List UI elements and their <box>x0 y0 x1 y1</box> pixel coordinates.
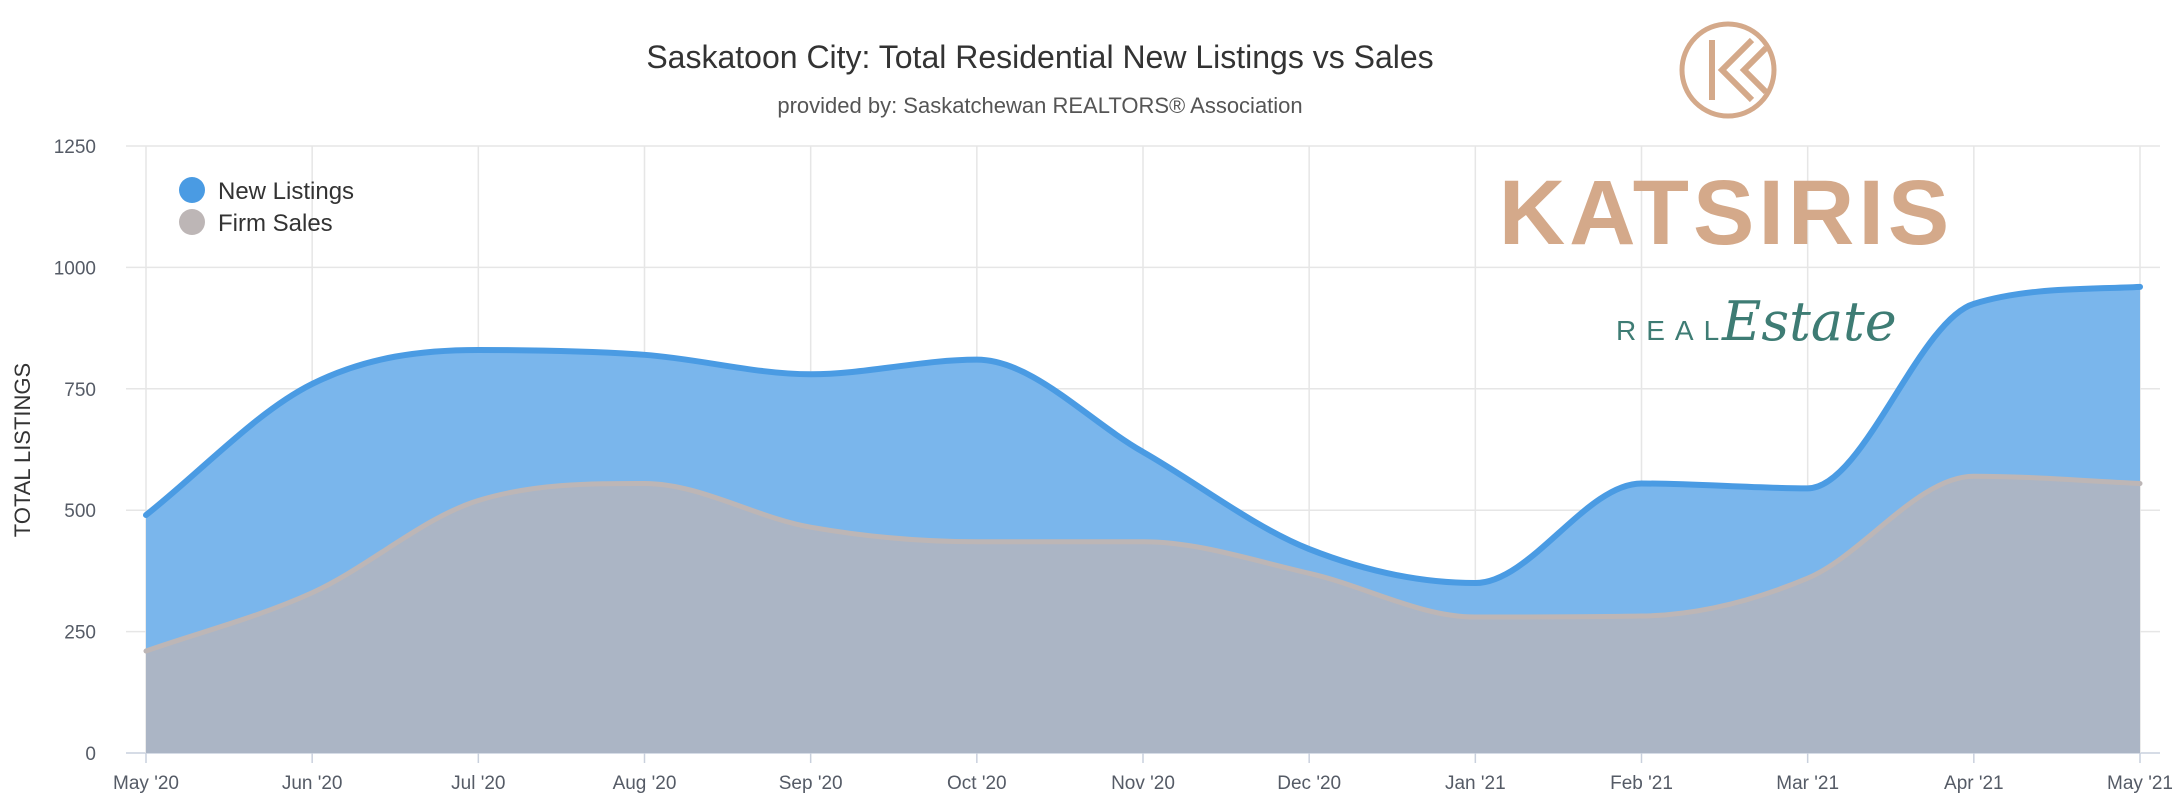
series-line-new-listings <box>143 283 2143 587</box>
y-tick-label: 250 <box>64 623 96 644</box>
legend: New Listings Firm Sales <box>179 177 354 237</box>
y-tick-label: 500 <box>64 501 96 522</box>
plot-area <box>143 283 2143 753</box>
brand-logo: KATSIRIS REAL Estate <box>1499 21 1954 353</box>
x-tick-label: Mar '21 <box>1776 773 1839 794</box>
chart-subtitle: provided by: Saskatchewan REALTORS® Asso… <box>777 93 1302 118</box>
x-tick-label: Aug '20 <box>613 773 677 794</box>
x-tick-label: May '20 <box>113 773 179 794</box>
y-tick-label: 1250 <box>54 137 96 158</box>
x-tick-label: Nov '20 <box>1111 773 1175 794</box>
brand-tag-estate: Estate <box>1721 290 1897 353</box>
x-tick-label: Apr '21 <box>1944 773 2004 794</box>
chart-title: Saskatoon City: Total Residential New Li… <box>646 39 1433 75</box>
y-axis-label: TOTAL LISTINGS <box>10 363 35 537</box>
legend-item-firm-sales[interactable]: Firm Sales <box>179 209 333 237</box>
series-line-firm-sales <box>143 473 2143 654</box>
legend-item-new-listings[interactable]: New Listings <box>179 177 354 205</box>
brand-emblem-icon <box>1679 21 1777 119</box>
brand-name: KATSIRIS <box>1499 162 1954 264</box>
legend-label-new-listings: New Listings <box>218 178 354 205</box>
x-tick-label: Feb '21 <box>1610 773 1673 794</box>
legend-marker-firm-sales <box>179 209 205 235</box>
legend-label-firm-sales: Firm Sales <box>218 210 333 237</box>
x-tick-label: May '21 <box>2107 773 2173 794</box>
y-tick-label: 750 <box>64 380 96 401</box>
y-tick-label: 1000 <box>54 258 96 279</box>
y-tick-label: 0 <box>85 744 96 765</box>
x-tick-label: Oct '20 <box>947 773 1007 794</box>
area-fill-firm-sales <box>146 476 2140 753</box>
x-tick-label: Jun '20 <box>282 773 343 794</box>
brand-tag-real: REAL <box>1616 315 1729 346</box>
x-tick-label: Jul '20 <box>451 773 505 794</box>
x-tick-label: Sep '20 <box>779 773 843 794</box>
x-tick-label: Jan '21 <box>1445 773 1506 794</box>
axes: 0 250 500 750 1000 1250 May '20 Jun '20 Jul '20 A… <box>54 137 2173 794</box>
legend-marker-new-listings <box>179 177 205 203</box>
x-tick-label: Dec '20 <box>1277 773 1341 794</box>
